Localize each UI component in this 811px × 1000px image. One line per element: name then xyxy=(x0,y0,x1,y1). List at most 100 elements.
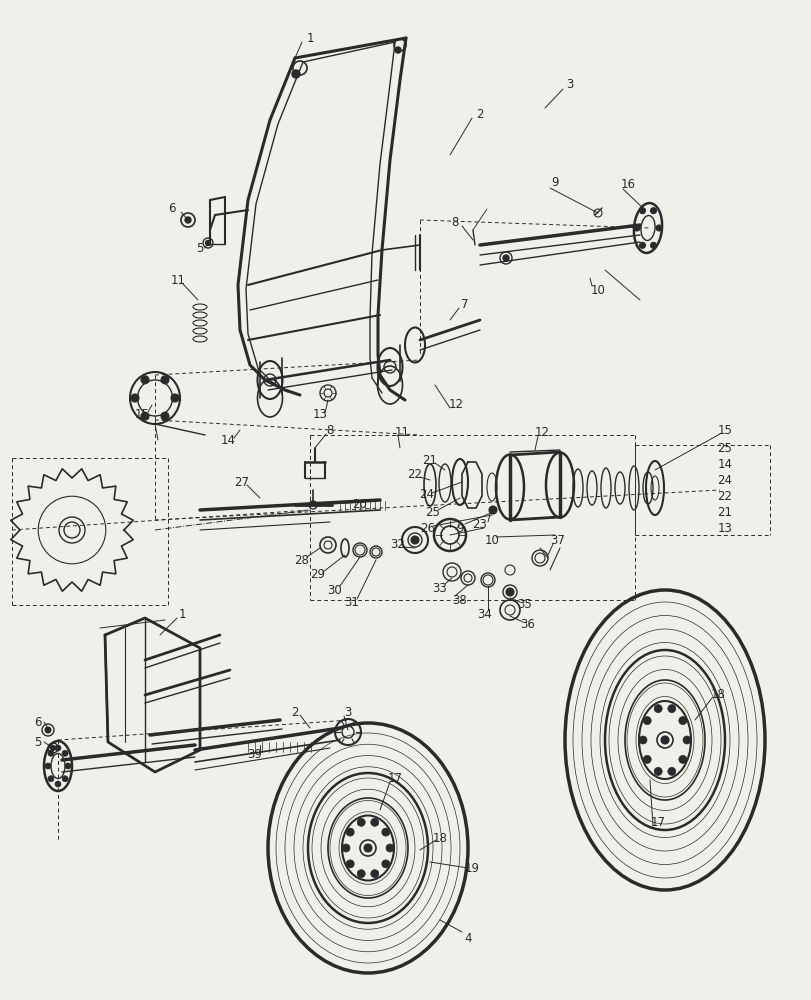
Circle shape xyxy=(642,717,650,725)
Circle shape xyxy=(161,412,169,420)
Text: 28: 28 xyxy=(294,554,309,566)
Text: 30: 30 xyxy=(327,584,342,596)
Text: 16: 16 xyxy=(620,178,635,192)
Text: 14: 14 xyxy=(221,434,235,446)
Text: 20: 20 xyxy=(352,498,367,512)
Circle shape xyxy=(62,776,68,782)
Circle shape xyxy=(292,70,299,78)
Text: 9: 9 xyxy=(551,176,558,188)
Circle shape xyxy=(45,727,51,733)
Circle shape xyxy=(345,828,354,836)
Text: 1: 1 xyxy=(306,31,313,44)
Text: 21: 21 xyxy=(717,506,732,518)
Circle shape xyxy=(55,745,61,751)
Text: 11: 11 xyxy=(170,273,185,286)
Text: 33: 33 xyxy=(432,582,447,594)
Text: 25: 25 xyxy=(717,442,732,454)
Circle shape xyxy=(55,781,61,787)
Circle shape xyxy=(45,763,51,769)
Circle shape xyxy=(642,755,650,763)
Text: 24: 24 xyxy=(717,474,732,487)
Text: 38: 38 xyxy=(452,593,467,606)
Text: 10: 10 xyxy=(590,284,605,296)
Circle shape xyxy=(488,506,496,514)
Circle shape xyxy=(660,736,668,744)
Text: 9: 9 xyxy=(456,522,463,534)
Circle shape xyxy=(502,255,508,261)
Circle shape xyxy=(394,47,401,53)
Circle shape xyxy=(639,208,645,214)
Text: 36: 36 xyxy=(520,618,534,632)
Circle shape xyxy=(667,767,675,775)
Text: 10: 10 xyxy=(484,534,499,546)
Text: 25: 25 xyxy=(425,506,440,518)
Circle shape xyxy=(363,844,371,852)
Text: 1: 1 xyxy=(178,608,186,621)
Circle shape xyxy=(341,844,350,852)
Circle shape xyxy=(171,394,178,402)
Circle shape xyxy=(639,242,645,248)
Text: 37: 37 xyxy=(550,534,564,546)
Text: 24: 24 xyxy=(419,488,434,502)
Text: 23: 23 xyxy=(472,518,487,532)
Text: 15: 15 xyxy=(135,408,149,422)
Circle shape xyxy=(505,588,513,596)
Text: 17: 17 xyxy=(387,772,402,784)
Circle shape xyxy=(650,242,655,248)
Text: 13: 13 xyxy=(312,408,327,422)
Text: 29: 29 xyxy=(310,568,325,582)
Text: 3: 3 xyxy=(565,79,573,92)
Circle shape xyxy=(205,240,210,245)
Circle shape xyxy=(48,750,54,756)
Text: 3: 3 xyxy=(344,706,351,718)
Circle shape xyxy=(371,818,379,826)
Text: 34: 34 xyxy=(477,608,491,621)
Text: 8: 8 xyxy=(451,216,458,229)
Text: 2: 2 xyxy=(476,108,483,121)
Text: 39: 39 xyxy=(247,748,262,762)
Circle shape xyxy=(650,208,655,214)
Circle shape xyxy=(371,870,379,878)
Circle shape xyxy=(48,776,54,782)
Text: 11: 11 xyxy=(394,426,409,438)
Text: 14: 14 xyxy=(717,458,732,471)
Circle shape xyxy=(62,750,68,756)
Circle shape xyxy=(633,225,639,231)
Text: 13: 13 xyxy=(717,522,732,534)
Circle shape xyxy=(65,763,71,769)
Circle shape xyxy=(682,736,690,744)
Circle shape xyxy=(654,767,662,775)
Text: 12: 12 xyxy=(534,426,549,438)
Text: 19: 19 xyxy=(464,861,479,874)
Circle shape xyxy=(185,217,191,223)
Text: 35: 35 xyxy=(517,598,532,611)
Text: 6: 6 xyxy=(168,202,175,215)
Text: 4: 4 xyxy=(464,932,471,944)
Circle shape xyxy=(385,844,393,852)
Text: 18: 18 xyxy=(432,832,447,844)
Text: 22: 22 xyxy=(717,489,732,502)
Text: 15: 15 xyxy=(717,424,732,436)
Circle shape xyxy=(141,376,148,384)
Text: 32: 32 xyxy=(390,538,405,552)
Circle shape xyxy=(161,376,169,384)
Circle shape xyxy=(678,755,686,763)
Circle shape xyxy=(141,412,148,420)
Text: 2: 2 xyxy=(291,706,298,718)
Circle shape xyxy=(654,705,662,713)
Text: 6: 6 xyxy=(34,716,41,728)
Text: 18: 18 xyxy=(710,688,724,702)
Circle shape xyxy=(357,870,365,878)
Text: 27: 27 xyxy=(234,476,249,488)
Circle shape xyxy=(655,225,661,231)
Text: 5: 5 xyxy=(196,241,204,254)
Text: 8: 8 xyxy=(326,424,333,436)
Text: 17: 17 xyxy=(650,816,665,828)
Text: 12: 12 xyxy=(448,398,463,412)
Text: 5: 5 xyxy=(34,736,41,748)
Text: 7: 7 xyxy=(461,298,468,312)
Circle shape xyxy=(131,394,139,402)
Circle shape xyxy=(410,536,418,544)
Text: 26: 26 xyxy=(420,522,435,534)
Circle shape xyxy=(667,705,675,713)
